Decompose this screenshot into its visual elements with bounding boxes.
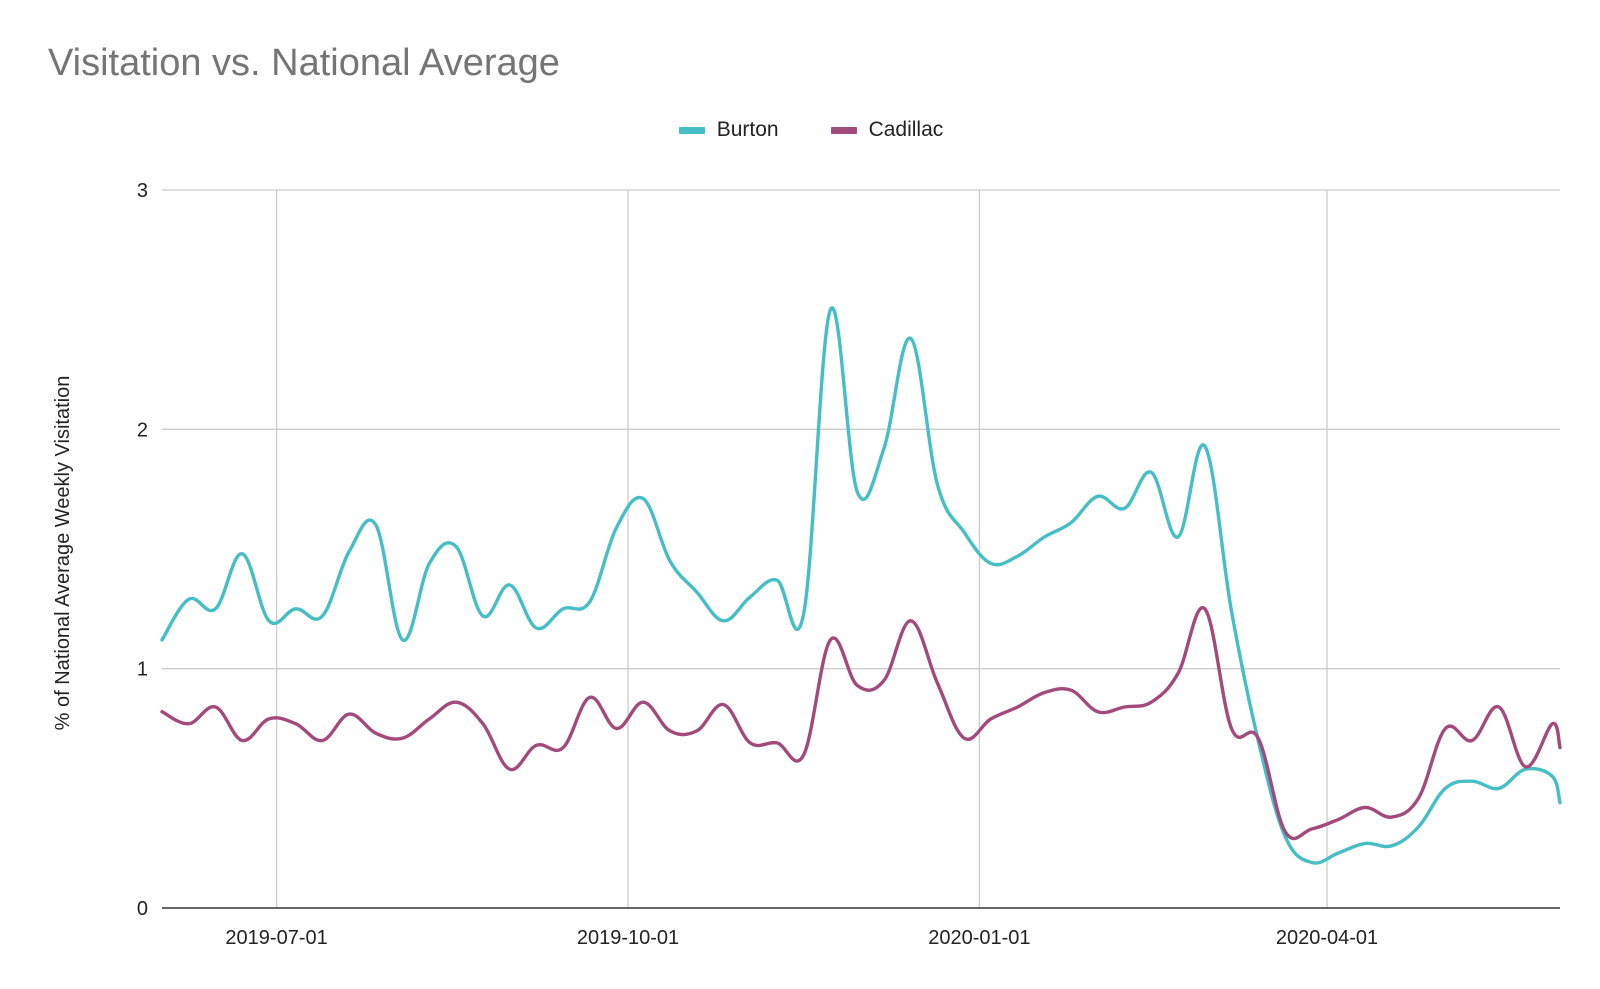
y-tick-label: 0 [137, 898, 148, 920]
y-tick-label: 3 [137, 180, 148, 202]
legend-item-burton[interactable]: Burton [657, 118, 779, 142]
legend-swatch-cadillac [830, 126, 857, 134]
legend-item-cadillac[interactable]: Cadillac [809, 118, 944, 142]
chart-title: Visitation vs. National Average [48, 42, 560, 84]
grid-lines [162, 189, 1560, 908]
legend: Burton Cadillac [0, 118, 1600, 142]
legend-label-burton: Burton [716, 118, 779, 141]
series-line-cadillac[interactable] [160, 606, 1562, 841]
x-tick-label: 2020-04-01 [1276, 927, 1378, 949]
x-tick-label: 2019-07-01 [225, 927, 327, 949]
legend-label-cadillac: Cadillac [868, 118, 944, 141]
series-line-burton[interactable] [160, 306, 1562, 865]
legend-swatch-burton [678, 126, 705, 134]
axes: 0 1 2 3 2019-07-01 2019-10-01 2020-01-01 2020-0… [137, 180, 1560, 949]
y-axis-label: % of National Average Weekly Visitation [52, 376, 74, 731]
y-tick-label: 2 [137, 419, 148, 441]
series-lines [160, 306, 1562, 865]
x-tick-label: 2019-10-01 [577, 927, 679, 949]
y-tick-label: 1 [137, 659, 148, 681]
x-tick-label: 2020-01-01 [928, 927, 1030, 949]
